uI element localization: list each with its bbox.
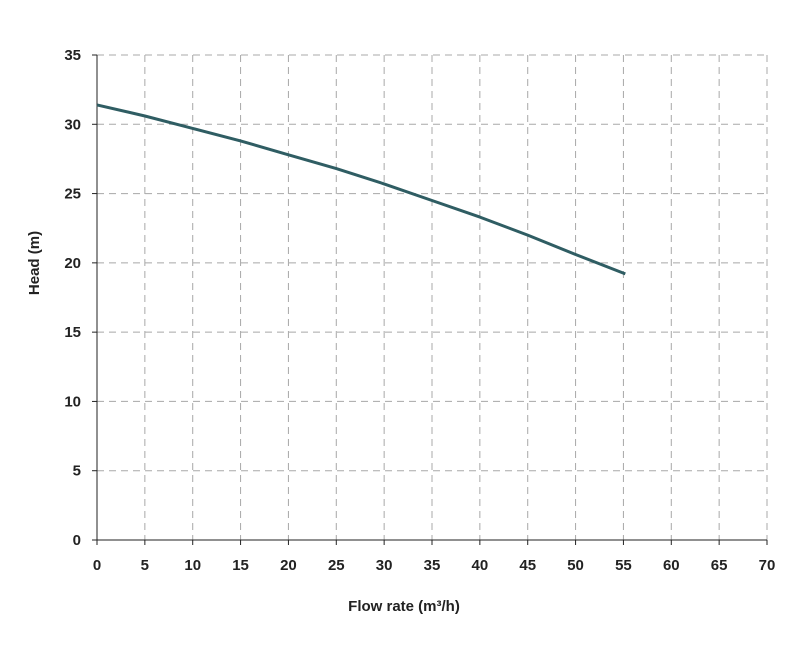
x-tick-label: 45 bbox=[519, 557, 536, 574]
x-tick-label: 40 bbox=[472, 557, 489, 574]
x-tick-label: 0 bbox=[93, 557, 101, 574]
y-tick-label: 20 bbox=[64, 255, 81, 272]
x-tick-label: 5 bbox=[141, 557, 149, 574]
x-tick-label: 70 bbox=[759, 557, 776, 574]
y-tick-label: 15 bbox=[64, 324, 81, 341]
series bbox=[96, 103, 626, 276]
head-curve-line bbox=[96, 103, 626, 276]
axes bbox=[92, 54, 768, 545]
y-tick-label: 0 bbox=[73, 532, 81, 549]
y-tick-label: 10 bbox=[64, 393, 81, 410]
x-tick-label: 10 bbox=[184, 557, 201, 574]
grid bbox=[97, 54, 768, 540]
x-tick-label: 15 bbox=[232, 557, 249, 574]
y-tick-label: 5 bbox=[73, 463, 81, 480]
y-tick-label: 30 bbox=[64, 116, 81, 133]
x-tick-label: 65 bbox=[711, 557, 728, 574]
y-tick-label: 35 bbox=[64, 47, 81, 64]
y-tick-label: 25 bbox=[64, 186, 81, 203]
y-axis-title: Head (m) bbox=[26, 231, 43, 295]
x-axis-title: Flow rate (m³/h) bbox=[348, 598, 460, 615]
x-tick-label: 55 bbox=[615, 557, 632, 574]
x-tick-label: 30 bbox=[376, 557, 393, 574]
x-tick-label: 60 bbox=[663, 557, 680, 574]
x-tick-label: 20 bbox=[280, 557, 297, 574]
x-tick-label: 35 bbox=[424, 557, 441, 574]
x-tick-label: 25 bbox=[328, 557, 345, 574]
x-tick-label: 50 bbox=[567, 557, 584, 574]
tick-labels: 0 5 10 15 20 25 30 35 40 45 50 55 60 65 70 0 5 10 15 20 25 30… bbox=[64, 47, 775, 574]
